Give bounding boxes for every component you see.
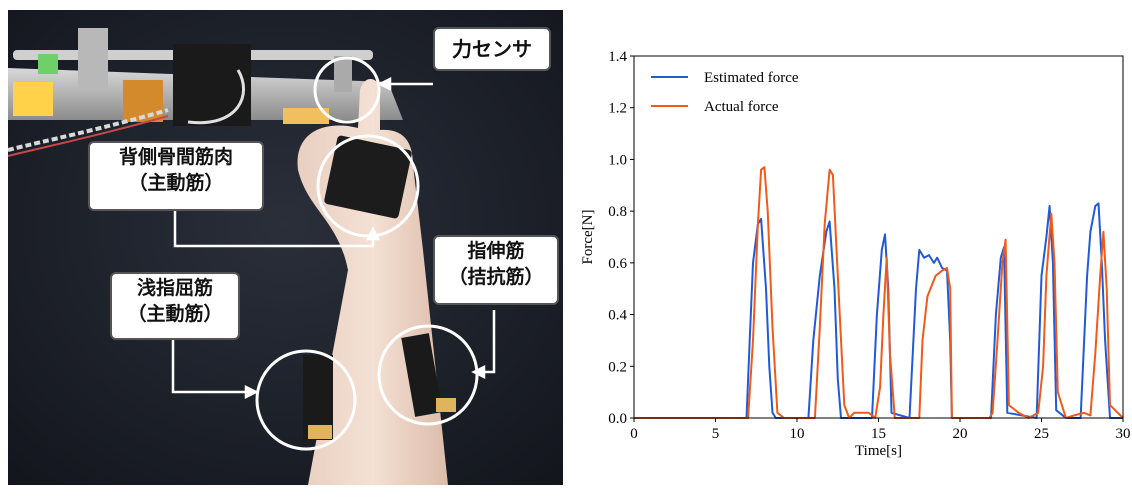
fds-circle: [255, 349, 357, 451]
y-tick-label: 0.0: [608, 411, 627, 427]
sensor-electrode: [436, 398, 456, 412]
label-force-sensor: 力センサ: [433, 27, 551, 71]
legend-label-1: Actual force: [704, 99, 779, 115]
force-sensor-circle: [313, 56, 381, 124]
y-tick-label: 0.4: [608, 308, 627, 324]
x-tick-label: 15: [871, 426, 886, 442]
label-fdi: 背側骨間筋肉 （主動筋）: [88, 141, 264, 211]
label-fds: 浅指屈筋 （主動筋）: [110, 272, 240, 340]
rig-bracket: [78, 28, 108, 88]
ticks-layer: 0 5 10 15 20 25 30 0.0 0.2 0.4 0.6 0.8 1.0 1.2 1.4: [608, 49, 1130, 442]
y-tick-label: 0.6: [608, 256, 627, 272]
x-tick-label: 30: [1116, 426, 1131, 442]
fdi-circle: [316, 134, 420, 238]
label-fds-name: 浅指屈筋: [136, 277, 213, 299]
label-ed-role: （拮抗筋）: [448, 265, 544, 288]
cable: [7, 115, 169, 157]
ed-circle: [377, 324, 479, 426]
legend-label-0: Estimated force: [704, 70, 799, 86]
sensor-electrode: [308, 425, 332, 439]
rig-label-sticker: [13, 82, 53, 116]
y-tick-label: 0.2: [608, 359, 627, 375]
chart-legend: Estimated force Actual force: [651, 70, 799, 115]
cable: [187, 69, 245, 125]
y-tick-label: 0.8: [608, 204, 627, 220]
series-layer: [634, 166, 1124, 419]
y-axis-label: Force[N]: [580, 210, 596, 265]
callout-arrows: [171, 76, 496, 400]
x-tick-label: 5: [712, 426, 720, 442]
x-tick-label: 0: [630, 426, 638, 442]
x-tick-label: 10: [790, 426, 805, 442]
x-tick-label: 20: [953, 426, 968, 442]
x-tick-label: 25: [1034, 426, 1049, 442]
label-ed: 指伸筋 （拮抗筋）: [433, 235, 559, 305]
x-axis-label: Time[s]: [855, 443, 902, 459]
label-ed-name: 指伸筋: [467, 240, 525, 262]
force-sensor-body: [334, 56, 352, 92]
y-tick-label: 1.4: [608, 49, 627, 65]
emg-sensor-fdi: [324, 135, 412, 219]
servo-motor: [173, 44, 251, 126]
experiment-photo: 力センサ 背側骨間筋肉 （主動筋） 浅指屈筋 （主動筋） 指伸筋 （拮抗筋）: [7, 10, 563, 485]
emg-sensor-ed: [401, 333, 443, 417]
y-tick-label: 1.2: [608, 101, 627, 117]
cable: [7, 108, 169, 152]
label-fds-role: （主動筋）: [127, 302, 223, 325]
label-fdi-role: （主動筋）: [128, 171, 224, 194]
label-fdi-name: 背側骨間筋肉: [118, 146, 233, 168]
label-force-sensor-text: 力センサ: [452, 37, 532, 61]
green-cap: [38, 54, 58, 74]
force-chart: 0 5 10 15 20 25 30 0.0 0.2 0.4 0.6 0.8 1.0 1.2 1.4 Tim…: [570, 0, 1132, 493]
y-tick-label: 1.0: [608, 152, 627, 168]
force-chart-svg: 0 5 10 15 20 25 30 0.0 0.2 0.4 0.6 0.8 1.0 1.2 1.4 Tim…: [580, 49, 1131, 459]
rig-block: [283, 108, 329, 124]
